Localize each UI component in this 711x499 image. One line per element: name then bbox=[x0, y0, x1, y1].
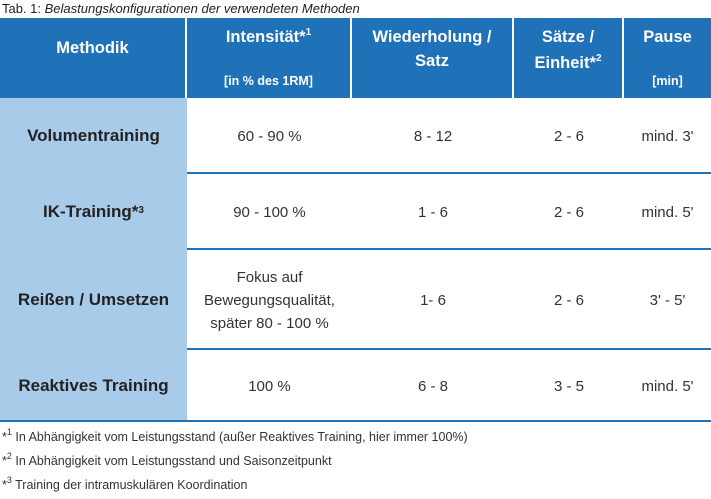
header-saetze-line1: Sätze / bbox=[541, 28, 595, 46]
row-sets: 2 - 6 bbox=[553, 127, 584, 145]
footnote-item: *1 In Abhängigkeit vom Leistungsstand (a… bbox=[2, 427, 468, 451]
row-method-text: IK-Training* bbox=[43, 202, 139, 221]
row-intensity: Fokus auf Bewegungsqualität, später 80 -… bbox=[187, 250, 352, 350]
footnote-mark: * bbox=[2, 454, 7, 468]
footnote-sup: 3 bbox=[6, 474, 12, 485]
footnote-mark: * bbox=[2, 430, 7, 444]
footnotes: *1 In Abhängigkeit vom Leistungsstand (a… bbox=[2, 427, 468, 499]
footnote-sup: 2 bbox=[6, 450, 12, 461]
row-separator bbox=[187, 348, 711, 350]
footnote-mark: * bbox=[2, 478, 7, 492]
row-separator bbox=[187, 248, 711, 250]
row-intensity: 90 - 100 % bbox=[233, 203, 306, 221]
table-header: Methodik Intensität*1 [in % des 1RM] Wie… bbox=[0, 18, 711, 98]
row-sets: 3 - 5 bbox=[553, 377, 584, 395]
row-intensity-line: später 80 - 100 % bbox=[210, 314, 329, 332]
header-pause: Pause [min] bbox=[624, 18, 711, 98]
row-reps: 1 - 6 bbox=[417, 203, 448, 221]
header-saetze-sup: 2 bbox=[595, 52, 602, 64]
header-wiederholung: Wiederholung / Satz bbox=[352, 18, 514, 98]
row-method: Reaktives Training bbox=[0, 350, 187, 422]
row-separator bbox=[187, 172, 711, 174]
header-intensitaet: Intensität*1 [in % des 1RM] bbox=[187, 18, 352, 98]
header-intensitaet-sub: [in % des 1RM] bbox=[224, 74, 313, 88]
table-caption: Tab. 1: Belastungskonfigurationen der ve… bbox=[2, 1, 360, 17]
header-pause-sub: [min] bbox=[652, 74, 683, 88]
table-row: Reißen / Umsetzen Fokus auf Bewegungsqua… bbox=[0, 250, 711, 350]
footnote-text: Training der intramuskulären Koordinatio… bbox=[11, 478, 248, 492]
row-method: IK-Training* 3 bbox=[0, 174, 187, 250]
header-wiederholung-line2: Satz bbox=[415, 52, 449, 70]
row-pause: mind. 3' bbox=[641, 127, 694, 145]
caption-title: Belastungskonfigurationen der verwendete… bbox=[44, 1, 360, 16]
footnote-text: In Abhängigkeit vom Leistungsstand (auße… bbox=[11, 430, 468, 444]
header-saetze-line2: Einheit*2 bbox=[514, 53, 622, 73]
row-sets: 2 - 6 bbox=[553, 203, 584, 221]
row-reps: 8 - 12 bbox=[413, 127, 453, 145]
row-intensity-line: Bewegungsqualität, bbox=[204, 291, 335, 309]
footnote-item: *3 Training der intramuskulären Koordina… bbox=[2, 475, 468, 499]
header-pause-label: Pause bbox=[643, 28, 692, 46]
row-reps: 6 - 8 bbox=[417, 377, 448, 395]
header-methodik-label: Methodik bbox=[56, 39, 129, 57]
header-saetze: Sätze / Einheit*2 bbox=[514, 18, 624, 98]
header-saetze-text: Einheit* bbox=[534, 54, 596, 72]
table-row: Reaktives Training 100 % 6 - 8 3 - 5 min… bbox=[0, 350, 711, 422]
row-pause: mind. 5' bbox=[641, 203, 694, 221]
table-row: Volumentraining 60 - 90 % 8 - 12 2 - 6 m… bbox=[0, 98, 711, 174]
row-intensity: 60 - 90 % bbox=[237, 127, 302, 145]
row-method: Volumentraining bbox=[0, 98, 187, 174]
row-pause: mind. 5' bbox=[641, 377, 694, 395]
header-wiederholung-line1: Wiederholung / bbox=[372, 28, 492, 46]
row-sets: 2 - 6 bbox=[553, 291, 584, 309]
row-intensity: 100 % bbox=[248, 377, 291, 395]
header-intensitaet-sup: 1 bbox=[305, 26, 312, 38]
header-intensitaet-text: Intensität* bbox=[225, 28, 306, 46]
table-row: IK-Training* 3 90 - 100 % 1 - 6 2 - 6 min… bbox=[0, 174, 711, 250]
row-pause: 3' - 5' bbox=[649, 291, 686, 309]
row-reps: 1- 6 bbox=[420, 291, 446, 309]
row-intensity-line: Fokus auf bbox=[236, 268, 303, 286]
header-methodik: Methodik bbox=[0, 18, 187, 98]
footnote-text: In Abhängigkeit vom Leistungsstand und S… bbox=[11, 454, 332, 468]
table-body: Volumentraining 60 - 90 % 8 - 12 2 - 6 m… bbox=[0, 98, 711, 422]
method-table: Methodik Intensität*1 [in % des 1RM] Wie… bbox=[0, 18, 711, 422]
footnote-sup: 1 bbox=[6, 426, 12, 437]
table-bottom-border bbox=[0, 420, 711, 422]
caption-prefix: Tab. 1: bbox=[2, 1, 45, 16]
header-intensitaet-label: Intensität*1 bbox=[187, 27, 350, 47]
footnote-item: *2 In Abhängigkeit vom Leistungsstand un… bbox=[2, 451, 468, 475]
row-method: Reißen / Umsetzen bbox=[0, 250, 187, 350]
